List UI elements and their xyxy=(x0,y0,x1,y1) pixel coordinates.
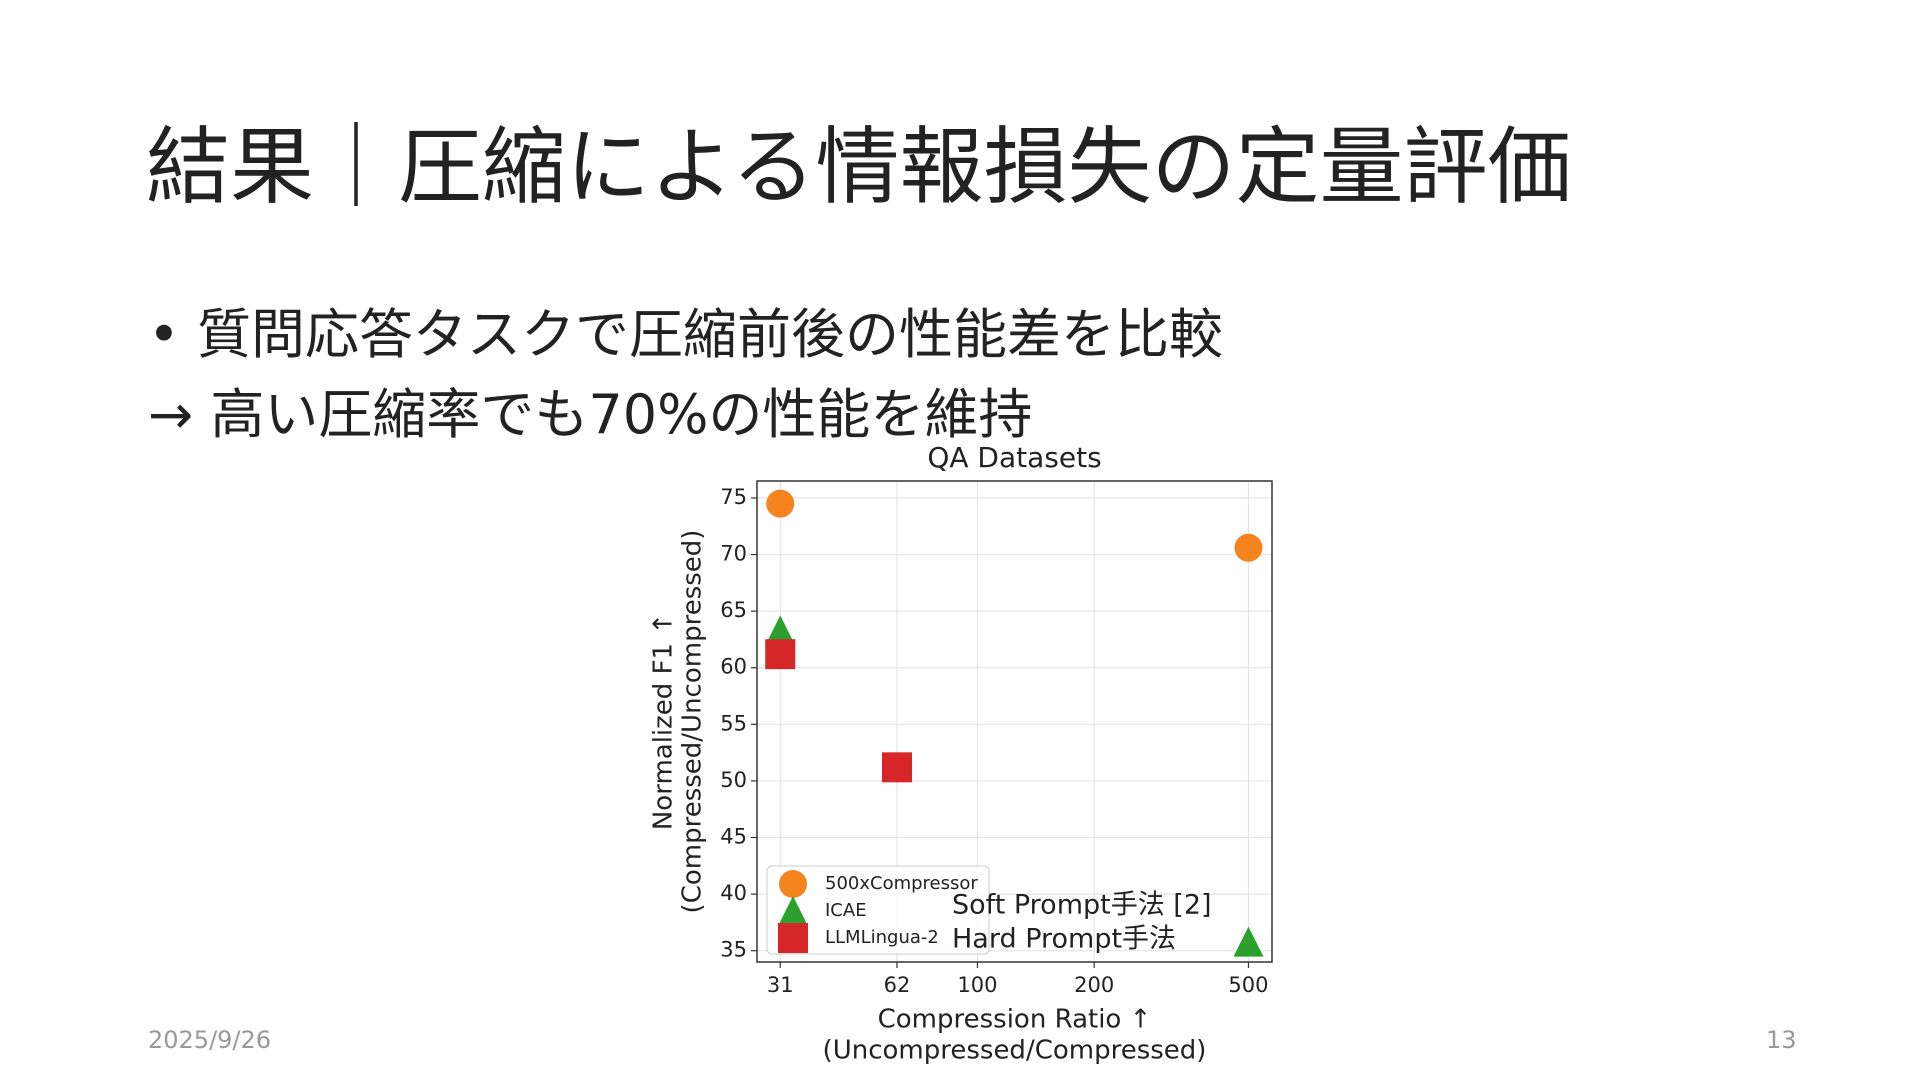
y-tick-label: 60 xyxy=(720,655,747,679)
x-tick-label: 200 xyxy=(1074,973,1114,997)
annotation: Hard Prompt手法 xyxy=(952,924,1176,955)
y-tick-label: 70 xyxy=(720,542,747,566)
legend-box xyxy=(766,865,990,955)
y-tick-label: 75 xyxy=(720,485,747,509)
legend-label: LLMLingua-2 xyxy=(825,927,939,948)
chart-title: QA Datasets xyxy=(927,441,1101,474)
y-tick-label: 50 xyxy=(720,768,747,792)
y-tick-label: 65 xyxy=(720,598,747,622)
x-axis-label: (Uncompressed/Compressed) xyxy=(823,1036,1207,1066)
x-tick-label: 500 xyxy=(1228,973,1268,997)
x-tick-label: 31 xyxy=(767,973,794,997)
bullet: • 質問応答タスクで圧縮前後の性能差を比較 xyxy=(148,303,1224,366)
legend-marker xyxy=(779,870,807,898)
y-axis-label: Normalized F1 ↑ xyxy=(649,613,679,830)
x-tick-label: 100 xyxy=(957,973,997,997)
y-tick-label: 40 xyxy=(720,881,747,905)
y-tick-label: 45 xyxy=(720,825,747,849)
page-number: 13 xyxy=(1766,1026,1797,1054)
conclusion: → 高い圧縮率でも70%の性能を維持 xyxy=(148,383,1033,446)
marker xyxy=(766,489,795,518)
legend-marker xyxy=(778,923,808,953)
date: 2025/9/26 xyxy=(148,1026,272,1054)
y-tick-label: 55 xyxy=(720,711,747,735)
legend-label: ICAE xyxy=(825,900,867,921)
annotation: Soft Prompt手法 [2] xyxy=(952,890,1212,921)
bullet-text: 質問応答タスクで圧縮前後の性能差を比較 xyxy=(197,303,1224,366)
legend-marker xyxy=(778,896,808,926)
plot-frame xyxy=(756,480,1273,963)
x-axis-label: Compression Ratio ↑ xyxy=(878,1005,1152,1035)
slide-title: 結果｜圧縮による情報損失の定量評価 xyxy=(146,118,1572,216)
y-axis-label: (Compressed/Uncompressed) xyxy=(678,530,708,914)
marker xyxy=(1233,926,1264,957)
marker xyxy=(881,752,912,783)
x-tick-label: 62 xyxy=(884,973,911,997)
y-tick-label: 35 xyxy=(720,938,747,962)
marker xyxy=(1234,533,1263,562)
legend-label: 500xCompressor xyxy=(825,873,978,894)
marker xyxy=(765,615,796,646)
marker xyxy=(765,639,796,670)
